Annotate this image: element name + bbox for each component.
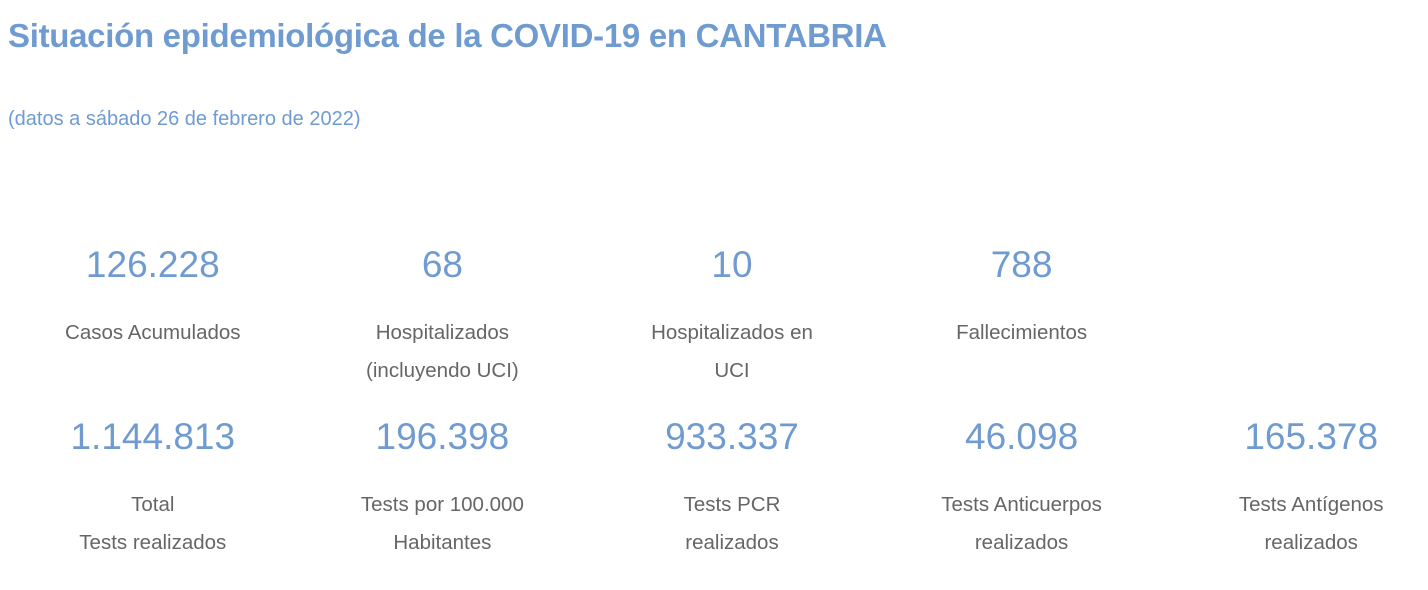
stat-casos-acumulados: 126.228 Casos Acumulados	[8, 244, 298, 390]
page-title: Situación epidemiológica de la COVID-19 …	[8, 17, 887, 54]
stat-label-line: Fallecimientos	[956, 321, 1088, 344]
stat-label-line: Habitantes	[393, 531, 492, 554]
stat-total-tests: 1.144.813 Total Tests realizados	[8, 416, 298, 562]
stat-tests-pcr: 933.337 Tests PCR realizados	[587, 416, 877, 562]
stat-fallecimientos: 788 Fallecimientos	[877, 244, 1167, 390]
stat-label-line: Tests por 100.000	[360, 493, 524, 516]
stat-value-tests-antigenos: 165.378	[1244, 416, 1379, 457]
stat-label-line: UCI	[714, 359, 750, 382]
stat-value-casos-acumulados: 126.228	[85, 244, 220, 285]
stat-value-fallecimientos: 788	[990, 244, 1053, 285]
stat-hospitalizados: 68 Hospitalizados (incluyendo UCI)	[298, 244, 588, 390]
stat-label-line: Hospitalizados en	[651, 321, 813, 344]
stat-label-casos-acumulados: Casos Acumulados	[8, 314, 298, 390]
stat-label-tests-por-100000: Tests por 100.000 Habitantes	[298, 486, 588, 562]
stats-row-1: 126.228 Casos Acumulados 68 Hospitalizad…	[8, 244, 1428, 390]
stat-value-total-tests: 1.144.813	[70, 416, 236, 457]
stat-tests-por-100000: 196.398 Tests por 100.000 Habitantes	[298, 416, 588, 562]
stat-label-fallecimientos: Fallecimientos	[877, 314, 1167, 390]
stat-label-line: realizados	[685, 531, 779, 554]
stat-label-line: realizados	[974, 531, 1069, 554]
stat-tests-antigenos: 165.378 Tests Antígenos realizados	[1166, 416, 1428, 562]
stat-tests-anticuerpos: 46.098 Tests Anticuerpos realizados	[877, 416, 1167, 562]
stat-value-tests-por-100000: 196.398	[375, 416, 510, 457]
stat-label-hospitalizados: Hospitalizados (incluyendo UCI)	[298, 314, 588, 390]
stat-label-line: Tests Antígenos	[1238, 493, 1384, 516]
covid-dashboard-page: Situación epidemiológica de la COVID-19 …	[0, 14, 1428, 562]
stat-label-line: Tests realizados	[79, 531, 227, 554]
stat-value-tests-anticuerpos: 46.098	[965, 416, 1079, 457]
stat-value-hospitalizados-uci: 10	[711, 244, 753, 285]
stat-label-hospitalizados-uci: Hospitalizados en UCI	[587, 314, 877, 390]
stat-label-total-tests: Total Tests realizados	[8, 486, 298, 562]
stat-label-tests-pcr: Tests PCR realizados	[587, 486, 877, 562]
stat-label-line: Hospitalizados	[375, 321, 510, 344]
stat-label-line: Total	[131, 493, 175, 516]
stat-label-tests-antigenos: Tests Antígenos realizados	[1166, 486, 1428, 562]
stat-hospitalizados-uci: 10 Hospitalizados en UCI	[587, 244, 877, 390]
stat-value-hospitalizados: 68	[421, 244, 463, 285]
stats-row-2: 1.144.813 Total Tests realizados 196.398…	[8, 416, 1428, 562]
stat-label-line: realizados	[1264, 531, 1358, 554]
stat-label-line: Tests Anticuerpos	[941, 493, 1102, 516]
stat-label-line	[877, 352, 1167, 390]
stat-label-line	[8, 352, 298, 390]
stat-value-tests-pcr: 933.337	[665, 416, 799, 457]
stat-label-tests-anticuerpos: Tests Anticuerpos realizados	[877, 486, 1167, 562]
data-date-subtitle: (datos a sábado 26 de febrero de 2022)	[8, 108, 361, 130]
stat-label-line: Casos Acumulados	[65, 321, 241, 344]
stat-label-line: (incluyendo UCI)	[366, 359, 519, 382]
stat-label-line: Tests PCR	[683, 493, 781, 516]
